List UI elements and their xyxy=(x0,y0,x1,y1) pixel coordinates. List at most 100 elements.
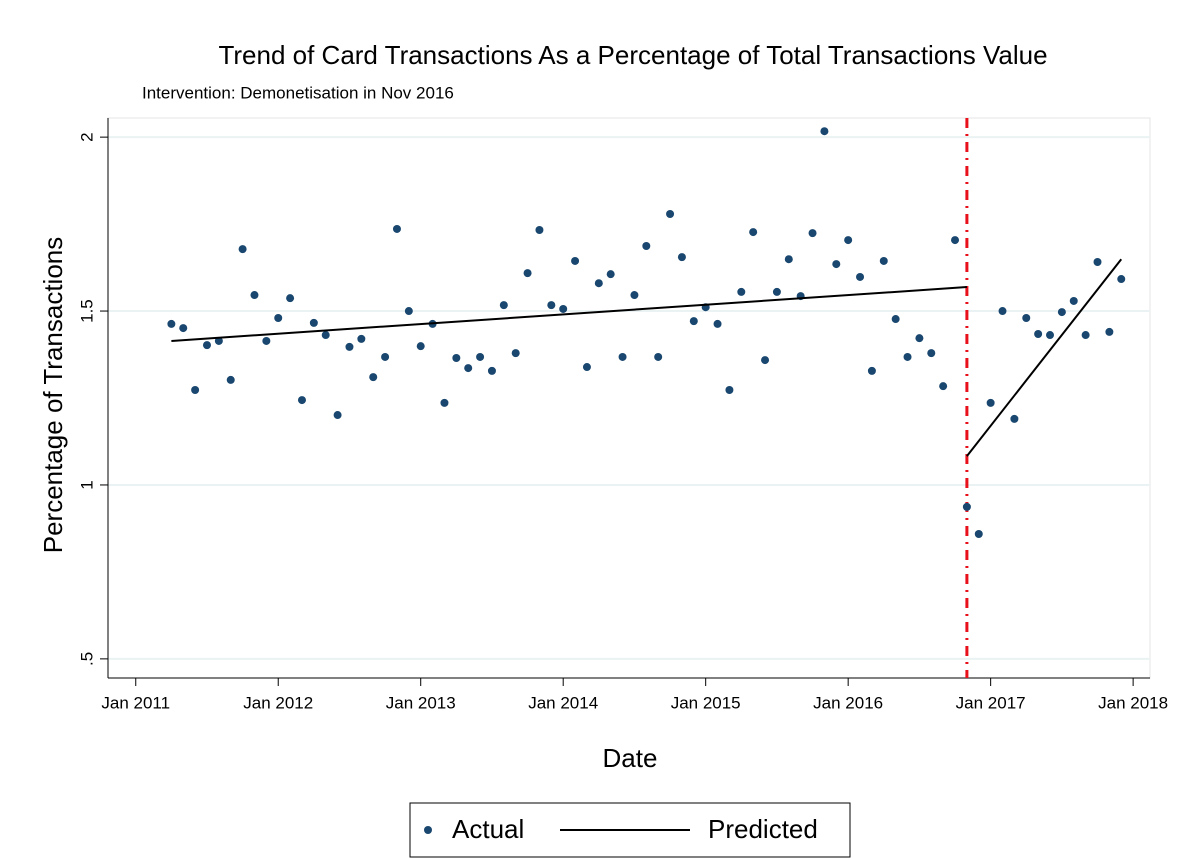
data-point xyxy=(820,127,829,136)
y-tick-label: .5 xyxy=(77,652,96,666)
data-point xyxy=(784,255,793,264)
chart-subtitle: Intervention: Demonetisation in Nov 2016 xyxy=(142,83,454,102)
x-tick-label: Jan 2011 xyxy=(101,693,170,712)
x-tick-label: Jan 2015 xyxy=(671,693,741,712)
data-point xyxy=(238,245,247,254)
data-point xyxy=(725,386,734,394)
data-point xyxy=(867,366,876,375)
data-point xyxy=(571,256,580,265)
legend-label: Actual xyxy=(452,814,524,844)
data-point xyxy=(369,373,378,382)
data-point xyxy=(606,270,615,279)
data-point xyxy=(772,287,781,296)
data-point xyxy=(1034,330,1043,338)
data-point xyxy=(951,236,960,245)
data-point xyxy=(713,319,722,328)
data-point xyxy=(191,386,200,394)
data-point xyxy=(844,236,853,245)
data-point xyxy=(179,324,188,333)
data-point xyxy=(654,352,663,361)
data-point xyxy=(214,336,223,345)
data-point xyxy=(476,352,485,361)
data-point xyxy=(286,294,295,303)
data-point xyxy=(274,314,283,322)
data-point xyxy=(891,315,900,324)
data-point xyxy=(381,352,390,361)
plot-area xyxy=(107,117,1151,679)
data-point xyxy=(535,226,544,234)
data-point xyxy=(392,224,401,233)
data-point xyxy=(1022,314,1031,322)
y-tick-label: 1 xyxy=(77,480,96,489)
y-axis-title: Percentage of Transactions xyxy=(38,237,68,554)
data-point xyxy=(1081,331,1090,340)
data-point xyxy=(250,291,259,300)
data-point xyxy=(321,331,330,340)
data-point xyxy=(618,352,627,361)
data-point xyxy=(1105,327,1114,336)
data-point xyxy=(962,502,971,511)
data-point xyxy=(333,411,342,420)
data-point xyxy=(202,341,211,350)
data-point xyxy=(1057,308,1066,317)
data-point xyxy=(499,301,508,310)
data-point xyxy=(297,396,306,405)
x-tick-label: Jan 2014 xyxy=(528,693,598,712)
x-tick-label: Jan 2012 xyxy=(243,693,313,712)
data-point xyxy=(856,272,865,281)
y-tick-label: 2 xyxy=(77,132,96,141)
x-tick-label: Jan 2018 xyxy=(1098,693,1168,712)
data-point xyxy=(998,307,1007,316)
data-point xyxy=(511,349,520,358)
predicted-line xyxy=(171,286,967,342)
predicted-line xyxy=(966,258,1123,457)
data-point xyxy=(487,366,496,375)
data-point xyxy=(832,260,841,269)
x-tick-label: Jan 2016 xyxy=(813,693,883,712)
legend-marker xyxy=(424,826,432,834)
data-point xyxy=(974,530,983,538)
data-point xyxy=(262,336,271,345)
data-point xyxy=(167,319,176,328)
data-point xyxy=(416,342,425,351)
data-point xyxy=(547,301,556,310)
data-point xyxy=(1069,296,1078,305)
data-point xyxy=(737,287,746,296)
data-point xyxy=(666,210,675,218)
data-point xyxy=(523,269,532,278)
data-point xyxy=(582,363,591,372)
data-point xyxy=(1117,275,1126,284)
data-point xyxy=(404,307,413,316)
data-point xyxy=(226,375,235,384)
data-point xyxy=(345,342,354,351)
data-point xyxy=(677,253,686,262)
x-axis-title: Date xyxy=(603,743,658,773)
data-point xyxy=(594,279,603,288)
data-point xyxy=(357,334,366,343)
x-tick-label: Jan 2013 xyxy=(386,693,456,712)
data-point xyxy=(1010,414,1019,423)
data-point xyxy=(1046,331,1055,340)
data-point xyxy=(986,398,995,407)
data-point xyxy=(464,364,473,373)
x-tick-label: Jan 2017 xyxy=(956,693,1026,712)
data-point xyxy=(761,356,770,365)
data-point xyxy=(452,354,461,362)
data-point xyxy=(1093,258,1102,266)
data-point xyxy=(808,229,817,238)
data-point xyxy=(689,317,698,326)
data-point xyxy=(440,398,449,407)
data-point xyxy=(879,256,888,265)
y-tick-label: 1.5 xyxy=(77,299,96,323)
legend-label: Predicted xyxy=(708,814,818,844)
data-point xyxy=(915,334,924,343)
chart-title: Trend of Card Transactions As a Percenta… xyxy=(218,40,1047,70)
data-point xyxy=(903,352,912,361)
data-point xyxy=(559,304,568,313)
data-point xyxy=(309,318,318,327)
data-point xyxy=(630,291,639,300)
data-point xyxy=(642,242,651,250)
data-point xyxy=(927,349,936,358)
data-point xyxy=(749,228,758,237)
